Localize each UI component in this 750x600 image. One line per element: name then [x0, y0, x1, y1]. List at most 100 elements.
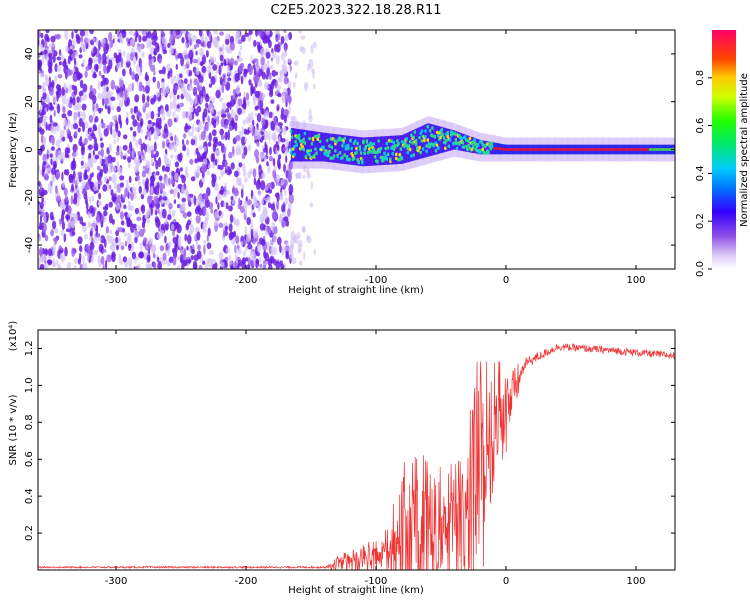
noise-cell — [137, 158, 141, 167]
noise-cell — [226, 102, 231, 107]
noise-cell — [256, 141, 260, 147]
signal-ridge — [550, 148, 553, 151]
noise-cell — [185, 42, 188, 50]
signal-core — [391, 135, 394, 165]
noise-cell — [85, 243, 90, 251]
noise-cell — [242, 163, 246, 172]
noise-cell — [79, 95, 82, 103]
noise-cell — [134, 73, 139, 82]
noise-cell — [86, 38, 92, 43]
signal-ridge — [627, 148, 630, 151]
signal-core — [425, 124, 428, 158]
noise-cell — [248, 65, 253, 76]
noise-cell — [284, 34, 289, 42]
signal-core — [357, 137, 360, 166]
signal-core — [481, 140, 484, 155]
noise-cell — [176, 113, 179, 123]
noise-cell — [189, 106, 194, 112]
noise-cell — [257, 243, 262, 254]
noise-cell — [282, 126, 287, 135]
signal-core — [441, 127, 444, 153]
noise-cell — [283, 51, 288, 57]
noise-cell — [116, 244, 119, 251]
noise-cell — [191, 123, 195, 134]
noise-cell — [234, 122, 238, 132]
noise-cell — [76, 103, 82, 111]
noise-cell — [250, 111, 254, 121]
noise-cell — [76, 192, 82, 202]
noise-cell — [251, 126, 255, 137]
noise-cell — [238, 266, 243, 269]
noise-cell — [49, 153, 53, 158]
noise-cell — [197, 244, 201, 251]
noise-cell — [165, 84, 170, 94]
noise-cell — [288, 193, 294, 204]
noise-cell — [110, 242, 116, 253]
noise-cell — [218, 210, 222, 216]
signal-core — [396, 135, 398, 165]
noise-cell — [172, 111, 176, 118]
signal-ridge — [653, 148, 656, 151]
signal-core — [413, 129, 416, 161]
noise-cell — [208, 132, 212, 143]
noise-cell — [211, 177, 216, 188]
noise-cell — [276, 199, 280, 211]
signal-ridge — [639, 148, 642, 151]
noise-cell — [211, 129, 217, 137]
noise-cell — [218, 222, 224, 228]
noise-cell — [115, 236, 119, 244]
noise-cell — [189, 193, 194, 198]
noise-cell — [187, 111, 193, 122]
noise-cell — [229, 41, 235, 51]
noise-cell — [281, 222, 285, 229]
noise-cell — [93, 71, 96, 78]
noise-cell — [111, 115, 117, 121]
signal-core — [362, 137, 365, 167]
signal-core — [303, 129, 306, 162]
noise-cell — [308, 108, 312, 119]
signal-ridge — [528, 148, 531, 151]
noise-cell — [278, 136, 281, 145]
noise-cell — [68, 84, 73, 93]
signal-ridge — [503, 148, 506, 151]
noise-cell — [56, 92, 59, 102]
signal-core — [317, 131, 320, 162]
noise-cell — [237, 107, 242, 115]
noise-cell — [188, 85, 194, 91]
noise-cell — [84, 70, 88, 78]
noise-cell — [157, 261, 162, 269]
noise-cell — [205, 50, 209, 58]
noise-cell — [283, 59, 287, 65]
signal-core — [341, 135, 343, 164]
noise-cell — [147, 263, 152, 269]
noise-cell — [146, 146, 151, 154]
noise-cell — [172, 256, 177, 266]
noise-cell — [80, 36, 84, 42]
noise-cell — [71, 38, 76, 47]
noise-cell — [51, 47, 54, 56]
noise-cell — [52, 247, 56, 256]
noise-cell — [141, 51, 145, 58]
colorbar-ticks: 0.0 0.2 0.4 0.6 0.8 — [695, 70, 712, 277]
noise-cell — [167, 214, 172, 221]
noise-cell — [250, 86, 253, 97]
signal-ridge — [536, 148, 539, 151]
noise-cell — [95, 37, 99, 47]
noise-cell — [186, 139, 189, 146]
noise-cell — [79, 79, 84, 89]
signal-ridge — [597, 148, 600, 151]
noise-cell — [62, 106, 66, 114]
colorbar-tick-label: 0.4 — [695, 165, 706, 181]
noise-cell — [123, 232, 128, 237]
noise-cell — [244, 137, 248, 143]
signal-core — [310, 130, 313, 162]
noise-cell — [205, 123, 209, 132]
noise-cell — [246, 264, 250, 269]
noise-cell — [180, 56, 185, 67]
noise-cell — [108, 143, 112, 153]
noise-cell — [38, 149, 43, 156]
noise-cell — [227, 129, 230, 141]
noise-cell — [207, 141, 212, 147]
noise-cell — [98, 107, 102, 114]
noise-cell — [313, 249, 317, 255]
